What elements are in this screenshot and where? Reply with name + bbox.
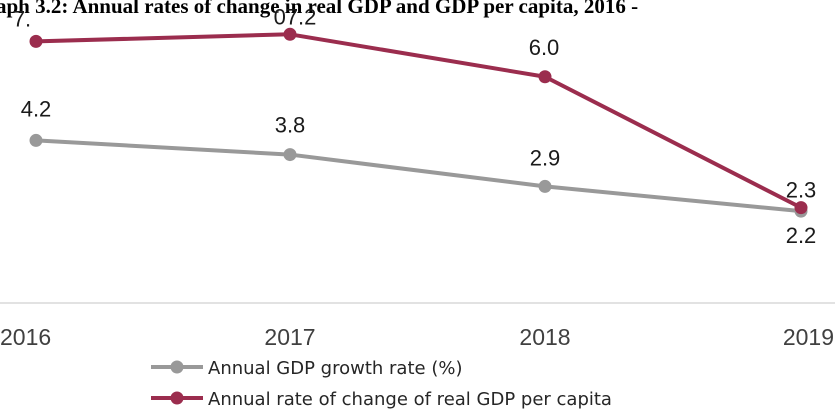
series-1-point-2017 [283,148,297,162]
x-tick-labels: 2016 2017 2018 2019 [0,324,834,350]
legend: Annual GDP growth rate (%) Annual rate of… [151,358,612,410]
series-2-point-2018 [538,70,552,84]
series-1-label-2019: 2.2 [786,223,817,248]
series-1-point-2018 [538,179,552,193]
series-line-2 [34,32,803,210]
series-1-label-2017: 3.8 [275,113,306,138]
series-1-point-2016 [29,133,43,147]
series-2-label-2018: 6.0 [529,35,560,60]
series-1-label-2016: 4.2 [21,96,52,121]
data-labels-layer: 4.2 3.8 2.9 2.2 7. 07.2 6.0 2.3 [13,4,816,248]
x-tick-label-2019: 2019 [783,324,834,350]
x-tick-label-2018: 2018 [519,324,570,350]
legend-swatch-marker-2 [170,391,184,405]
legend-swatch-marker-1 [170,360,184,374]
series-layer [29,27,808,218]
series-1-label-2018: 2.9 [530,145,561,170]
legend-label-1: Annual GDP growth rate (%) [208,358,462,379]
chart-title: aph 3.2: Annual rates of change in real … [0,0,638,18]
series-2-label-2016: 7. [13,6,31,31]
legend-label-2: Annual rate of change of real GDP per ca… [208,389,612,410]
series-2-point-2019 [794,201,808,215]
series-line-1 [34,138,803,214]
series-2-point-2016 [29,34,43,48]
x-tick-label-2017: 2017 [264,324,315,350]
series-2-label-2017: 07.2 [274,4,317,29]
series-2-point-2017 [283,27,297,41]
x-tick-label-2016: 2016 [0,324,51,350]
series-2-label-2019: 2.3 [786,178,817,203]
